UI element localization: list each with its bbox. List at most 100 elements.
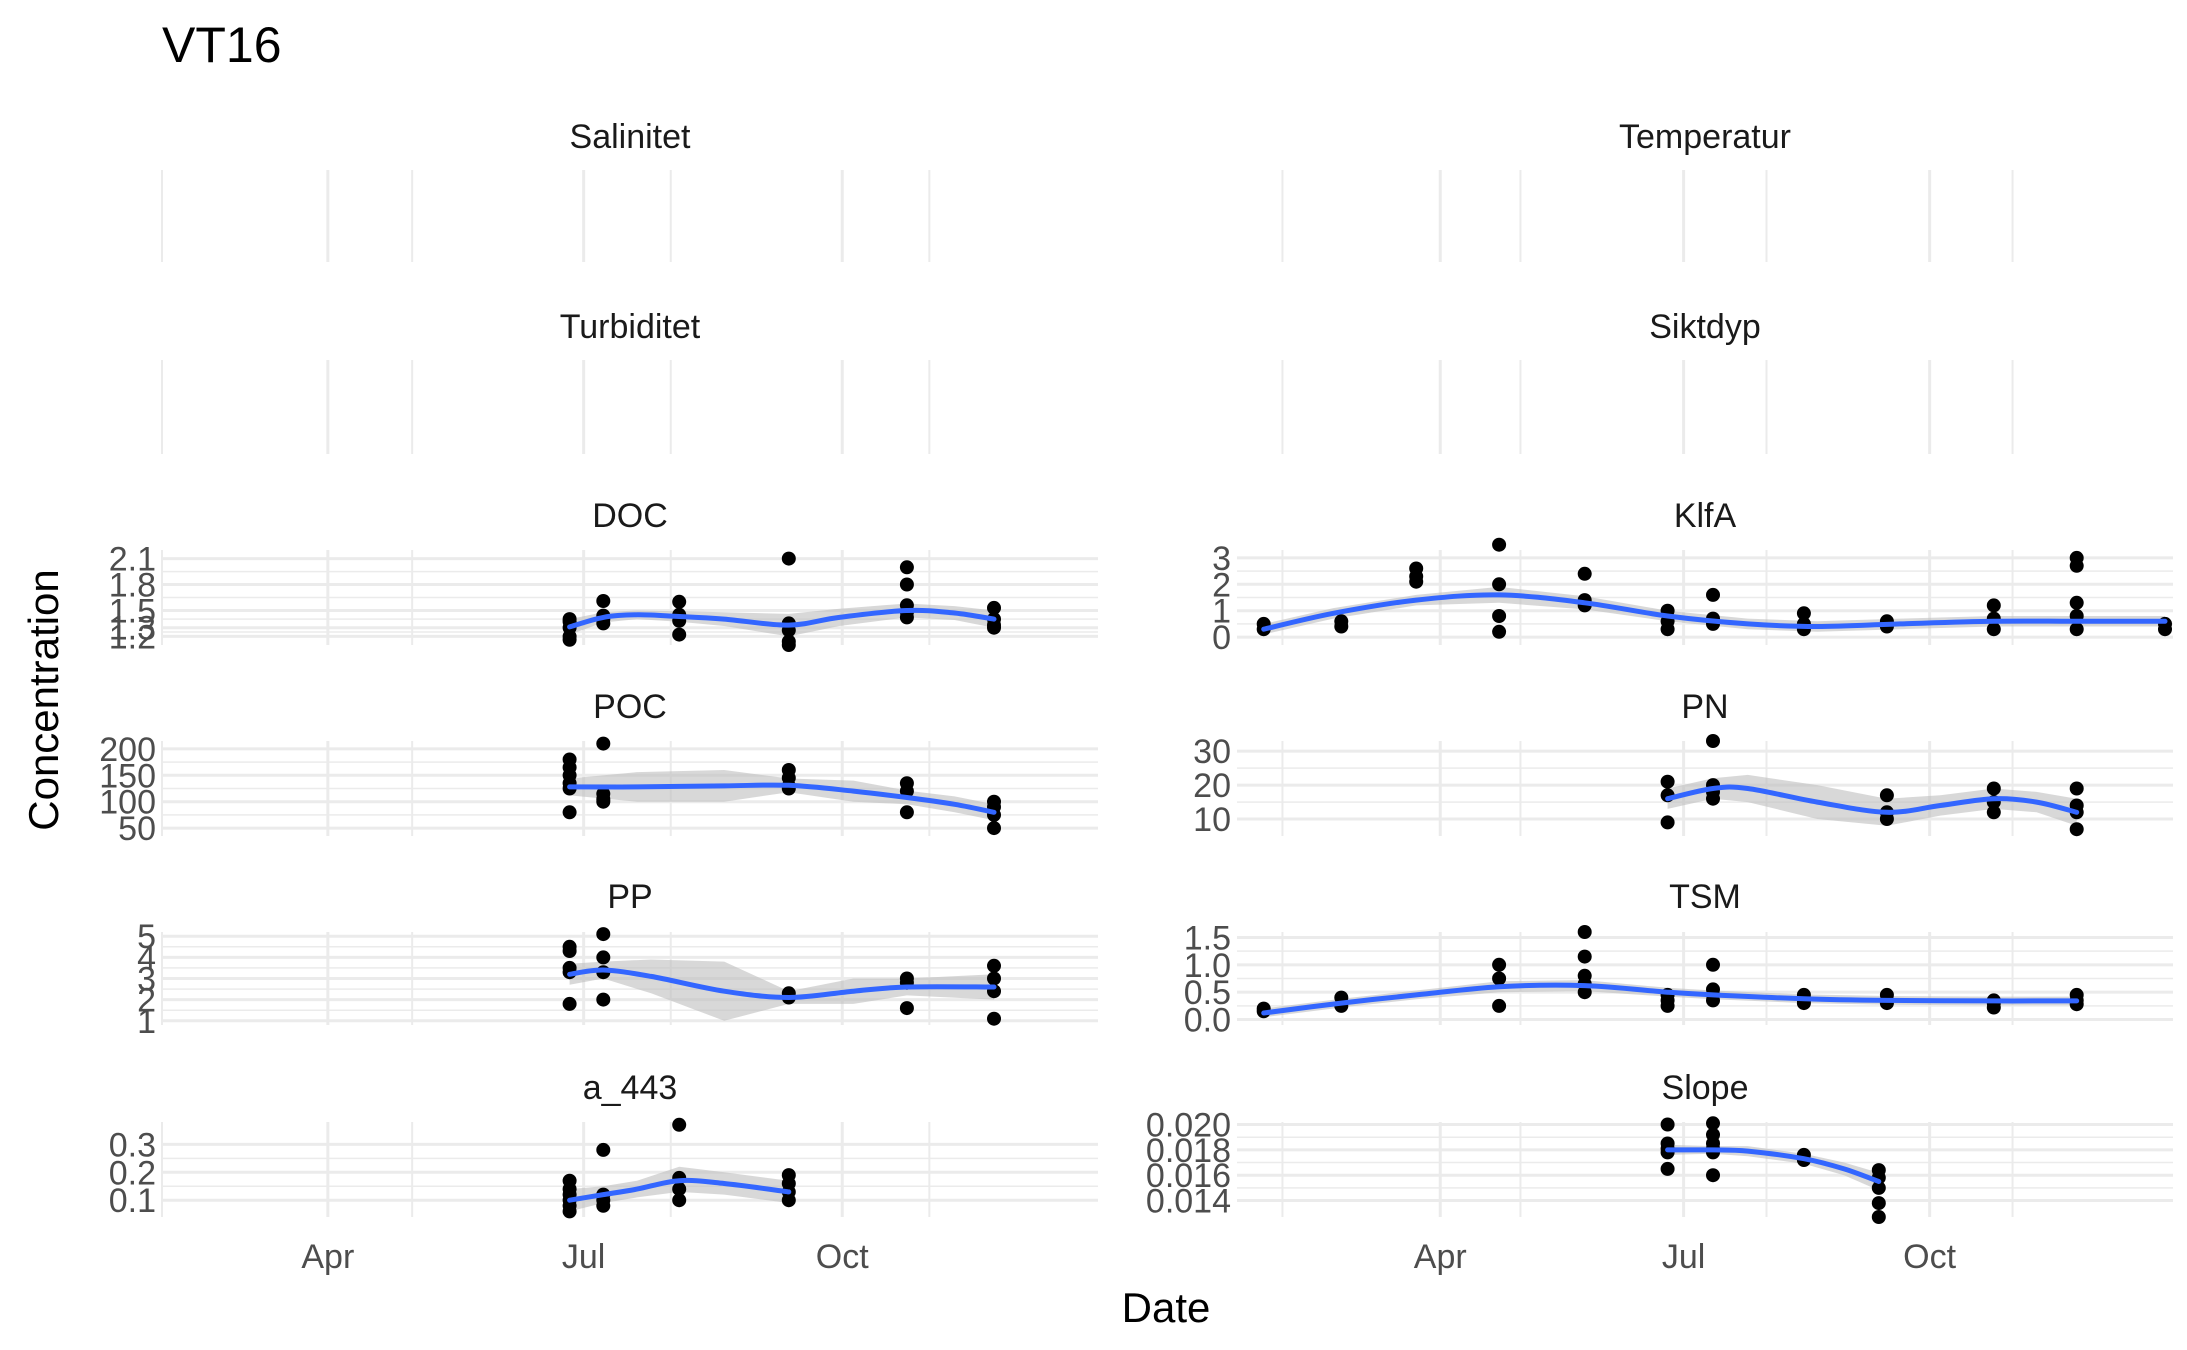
data-point — [2069, 595, 2084, 610]
y-tick-label: 0.0 — [1184, 1002, 1231, 1040]
y-tick-label: 20 — [1193, 767, 1231, 805]
strip-label: Turbiditet — [560, 308, 701, 346]
data-point — [1492, 537, 1507, 552]
y-tick-label: 5 — [137, 918, 156, 956]
y-tick-label: 3 — [137, 961, 156, 999]
x-tick-label: Oct — [1903, 1238, 1956, 1276]
data-point — [596, 992, 611, 1007]
data-point — [781, 551, 796, 566]
data-point — [2069, 558, 2084, 573]
smooth-line — [1261, 982, 2080, 1016]
y-tick-label: 4 — [137, 939, 156, 977]
x-tick-label: Apr — [1414, 1238, 1467, 1276]
y-tick-label: 2.1 — [109, 541, 156, 579]
data-point — [899, 577, 914, 592]
data-point — [1796, 606, 1811, 621]
y-tick-label: 1.8 — [109, 567, 156, 605]
data-point — [1577, 949, 1592, 964]
y-tick-label: 0.016 — [1146, 1157, 1231, 1195]
data-point — [781, 1193, 796, 1208]
data-point — [672, 627, 687, 642]
y-tick-label: 1 — [1212, 593, 1231, 631]
data-point — [1409, 574, 1424, 589]
y-tick-label: 200 — [99, 731, 156, 769]
data-point — [1660, 1117, 1675, 1132]
y-tick-label: 3 — [1212, 540, 1231, 578]
data-point — [596, 1198, 611, 1213]
smooth-line — [567, 1177, 792, 1203]
y-tick-label: 50 — [118, 810, 156, 848]
data-point — [1660, 774, 1675, 789]
strip-label: POC — [593, 688, 667, 726]
data-point — [899, 610, 914, 625]
y-axis-title: Concentration — [20, 569, 67, 831]
data-point — [1706, 791, 1720, 806]
panel-turbiditet: Turbiditet — [161, 308, 931, 454]
data-point — [596, 736, 611, 751]
strip-label: TSM — [1669, 878, 1741, 916]
data-point — [1660, 1161, 1675, 1176]
y-tick-label: 1.0 — [1184, 947, 1231, 985]
data-point — [562, 996, 577, 1011]
data-point — [1492, 577, 1507, 592]
data-point — [1492, 624, 1507, 639]
strip-label: Temperatur — [1619, 118, 1791, 156]
panel-temperatur: Temperatur — [1281, 118, 2014, 262]
smooth-line — [567, 607, 997, 630]
strip-label: KlfA — [1674, 497, 1737, 535]
data-point — [1871, 1210, 1886, 1224]
y-tick-label: 30 — [1193, 733, 1231, 771]
data-point — [1577, 566, 1592, 581]
strip-label: PN — [1681, 688, 1728, 726]
strip-label: PP — [607, 878, 652, 916]
y-tick-label: 10 — [1193, 801, 1231, 839]
x-tick-label: Jul — [562, 1238, 605, 1276]
data-point — [1706, 957, 1720, 972]
data-point — [899, 805, 914, 820]
data-point — [987, 1011, 1001, 1026]
strip-label: Slope — [1662, 1069, 1749, 1107]
data-point — [562, 805, 577, 820]
data-point — [1660, 622, 1675, 637]
panel-doc: DOC 1.21.31.51.82.1 — [109, 497, 1098, 656]
x-axis-title: Date — [1122, 1284, 1211, 1331]
data-point — [1986, 781, 2001, 796]
data-point — [1577, 985, 1592, 1000]
strip-label: DOC — [592, 497, 668, 535]
y-tick-label: 1.2 — [109, 618, 156, 656]
data-point — [1660, 815, 1675, 830]
confidence-ribbon — [569, 770, 994, 821]
data-point — [2069, 781, 2084, 796]
panel-a-443: a_443 0.10.20.3 — [109, 1069, 1098, 1220]
y-tick-label: 150 — [99, 757, 156, 795]
data-point — [1986, 622, 2001, 637]
y-tick-label: 2 — [1212, 566, 1231, 604]
data-point — [2158, 622, 2172, 637]
strip-label: a_443 — [583, 1069, 678, 1107]
data-point — [1334, 619, 1349, 634]
data-point — [2069, 822, 2084, 837]
data-point — [562, 944, 577, 958]
panel-salinitet: Salinitet — [161, 118, 931, 262]
data-point — [1986, 805, 2001, 820]
y-tick-label: 0 — [1212, 619, 1231, 657]
smooth-line — [1665, 1147, 1882, 1184]
y-tick-label: 0.1 — [109, 1182, 156, 1220]
strip-label: Siktdyp — [1649, 308, 1761, 346]
data-point — [1706, 1168, 1720, 1183]
data-point — [1986, 598, 2001, 613]
data-point — [987, 971, 1001, 986]
data-point — [596, 950, 611, 965]
y-tick-label: 0.3 — [109, 1126, 156, 1164]
data-point — [596, 1142, 611, 1157]
data-point — [1879, 812, 1894, 826]
data-point — [672, 594, 687, 609]
y-tick-label: 0.020 — [1146, 1107, 1231, 1145]
facet-panels: Salinitet Temperatur Turbiditet Siktdyp DOC 1… — [99, 118, 2173, 1224]
y-tick-label: 0.018 — [1146, 1132, 1231, 1170]
y-tick-label: 1.3 — [109, 610, 156, 648]
